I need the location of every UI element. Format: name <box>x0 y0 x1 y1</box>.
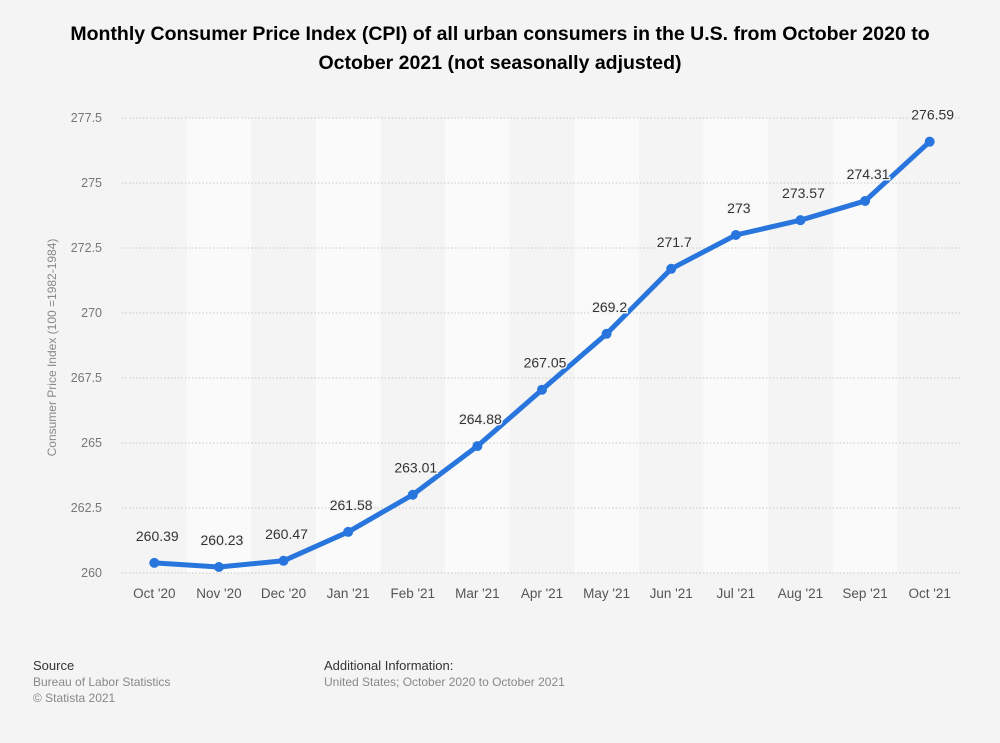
data-label: 274.31 <box>847 166 890 182</box>
data-label: 260.39 <box>136 528 179 544</box>
x-tick-label: Mar '21 <box>455 586 500 601</box>
data-label: 263.01 <box>394 460 437 476</box>
y-tick-label: 262.5 <box>71 501 102 515</box>
data-point <box>407 489 418 500</box>
x-tick-label: Oct '21 <box>909 586 951 601</box>
additional-info-text: United States; October 2020 to October 2… <box>324 675 565 689</box>
data-point <box>537 384 547 395</box>
y-tick-label: 270 <box>81 306 102 320</box>
column-band <box>315 118 381 573</box>
y-tick-label: 275 <box>81 176 102 190</box>
copyright-line: © Statista 2021 <box>33 691 116 705</box>
y-tick-label: 277.5 <box>71 111 102 125</box>
data-label: 264.88 <box>459 411 502 427</box>
source-block: Source Bureau of Labor Statistics © Stat… <box>33 658 170 706</box>
x-tick-label: Jul '21 <box>717 586 756 601</box>
x-tick-label: May '21 <box>583 586 630 601</box>
y-tick-label: 260 <box>81 566 102 580</box>
data-point <box>795 215 806 226</box>
data-label: 273 <box>727 200 751 216</box>
y-tick-label: 267.5 <box>71 371 102 385</box>
data-label: 276.59 <box>911 107 954 123</box>
data-label: 261.58 <box>330 497 373 513</box>
x-tick-label: Aug '21 <box>778 586 823 601</box>
data-label: 271.7 <box>657 234 692 250</box>
x-tick-label: Jan '21 <box>327 586 370 601</box>
chart-title: Monthly Consumer Price Index (CPI) of al… <box>70 23 930 74</box>
data-point <box>860 195 871 206</box>
x-tick-label: Jun '21 <box>650 586 693 601</box>
data-point <box>601 328 612 339</box>
data-point <box>730 230 741 240</box>
x-tick-label: Sep '21 <box>842 586 887 601</box>
x-tick-label: Nov '20 <box>196 586 241 601</box>
y-axis-title: Consumer Price Index (100 =1982-1984) <box>45 239 59 457</box>
additional-info-block: Additional Information: United States; O… <box>324 658 565 690</box>
source-line[interactable]: Bureau of Labor Statistics <box>33 675 171 689</box>
data-label: 269.2 <box>592 299 627 315</box>
data-point <box>149 557 160 568</box>
data-point <box>924 136 935 147</box>
x-tick-label: Apr '21 <box>521 586 563 601</box>
column-band <box>703 118 769 573</box>
column-band <box>186 118 252 573</box>
column-band <box>445 118 510 573</box>
data-label: 267.05 <box>524 355 567 371</box>
column-band <box>574 118 639 573</box>
source-heading: Source <box>33 658 75 673</box>
x-tick-label: Feb '21 <box>390 586 435 601</box>
data-label: 260.23 <box>201 532 244 548</box>
data-point <box>472 441 483 452</box>
data-label: 273.57 <box>782 185 825 201</box>
x-tick-label: Oct '20 <box>133 586 175 601</box>
data-point <box>278 555 289 566</box>
data-point <box>213 562 224 573</box>
y-tick-label: 265 <box>81 436 102 450</box>
data-point <box>666 263 677 274</box>
data-label: 260.47 <box>265 526 308 542</box>
additional-info-heading: Additional Information: <box>324 658 454 673</box>
data-point <box>343 526 354 537</box>
y-tick-label: 272.5 <box>71 241 102 255</box>
column-band <box>832 118 898 573</box>
x-tick-label: Dec '20 <box>261 586 306 601</box>
